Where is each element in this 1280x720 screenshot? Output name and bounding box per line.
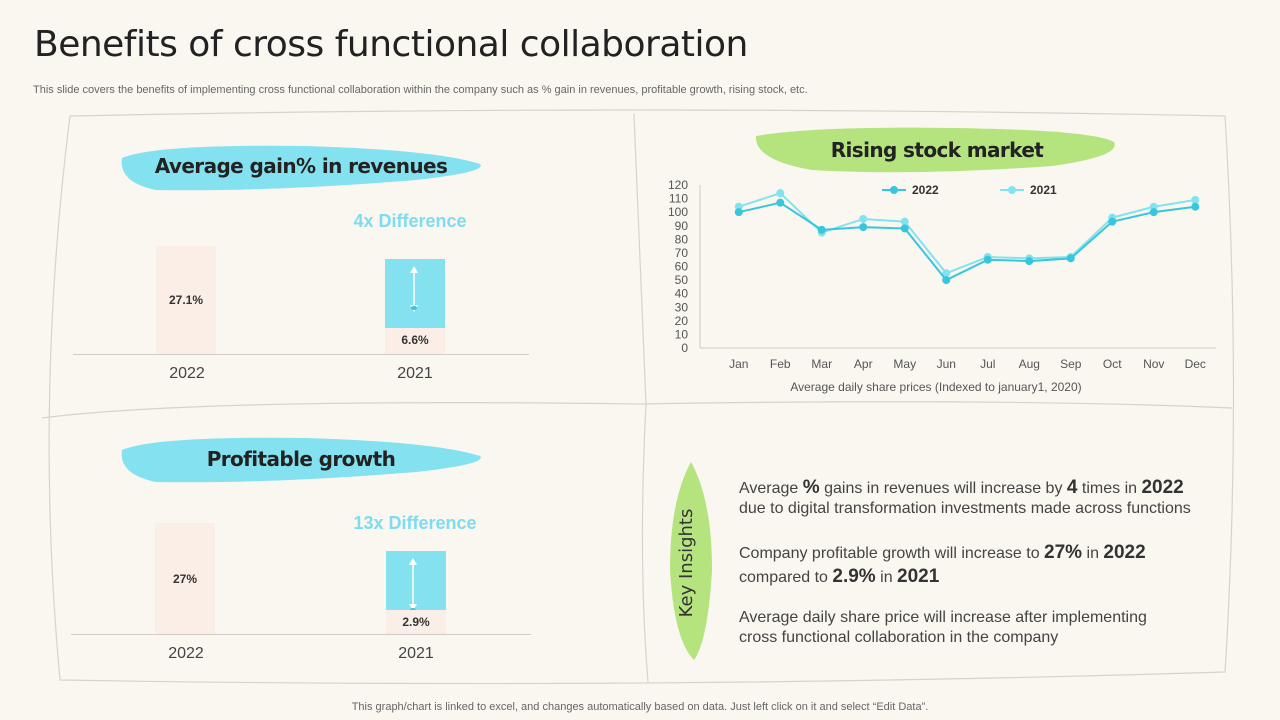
y-tick-label: 0 — [681, 341, 688, 355]
y-tick-label: 30 — [675, 300, 689, 314]
insight-text: in — [875, 569, 898, 586]
data-point-2022 — [942, 276, 951, 285]
insights-heading: Key Insights — [676, 508, 697, 618]
profit-bar-2022-value: 27% — [172, 571, 198, 586]
x-tick-label: Jan — [729, 357, 748, 371]
legend-label: 2021 — [1030, 183, 1057, 197]
data-point-2022 — [1108, 217, 1117, 226]
data-point-2021 — [1191, 195, 1200, 204]
x-tick-label: Apr — [854, 357, 873, 371]
data-point-2022 — [859, 223, 868, 232]
profit-year-2022: 2022 — [168, 645, 204, 662]
series-line-2022 — [738, 201, 1196, 282]
data-point-2022 — [1149, 208, 1158, 217]
insight-emphasis: 2022 — [1141, 477, 1184, 498]
y-tick-label: 80 — [675, 232, 689, 246]
data-point-2021 — [942, 269, 951, 278]
revenue-bar-2021 — [385, 328, 445, 354]
insight-text: compared to — [739, 569, 833, 586]
data-point-2022 — [734, 208, 743, 217]
x-tick-label: Jun — [937, 357, 956, 371]
insight-emphasis: % — [802, 477, 820, 498]
profit-heading: Profitable growth — [206, 447, 396, 471]
revenue-year-2022: 2022 — [169, 365, 205, 382]
x-tick-label: Feb — [770, 357, 791, 371]
x-tick-label: Oct — [1103, 357, 1122, 371]
series-line-2021 — [738, 192, 1196, 275]
insight-text: due to digital transformation investment… — [739, 500, 1191, 517]
data-point-2022 — [983, 255, 992, 264]
revenue-heading: Average gain% in revenues — [154, 154, 448, 178]
legend-swatch-marker — [1008, 186, 1016, 194]
data-point-2022 — [776, 198, 785, 207]
data-point-2022 — [817, 225, 826, 234]
y-tick-label: 50 — [675, 273, 689, 287]
x-tick-label: Sep — [1060, 357, 1082, 371]
insight-item-1: Average % gains in revenues will increas… — [739, 478, 1209, 519]
revenue-bar-2022 — [156, 246, 216, 354]
double-arrow-icon — [410, 266, 418, 312]
revenue-difference-box — [385, 259, 445, 328]
insight-emphasis: 4 — [1066, 477, 1078, 498]
insight-item-2: Company profitable growth will increase … — [739, 541, 1169, 589]
revenue-heading-pill — [121, 145, 481, 191]
x-tick-label: Dec — [1185, 357, 1206, 371]
insight-text: Average daily share price will increase … — [739, 609, 1147, 646]
insight-text: Average — [739, 480, 803, 497]
data-point-2022 — [900, 224, 909, 233]
insight-text: Company profitable growth will increase … — [739, 545, 1045, 562]
profit-heading-pill — [121, 437, 481, 483]
insights-leaf — [670, 462, 712, 660]
revenue-baseline — [73, 354, 529, 355]
profit-bar-2022 — [155, 523, 215, 634]
profit-bar-2021-value: 2.9% — [402, 615, 430, 629]
data-point-2021 — [859, 214, 868, 223]
y-tick-label: 110 — [669, 192, 688, 206]
page-subtitle: This slide covers the benefits of implem… — [33, 84, 808, 96]
insight-text: gains in revenues will increase by — [819, 480, 1067, 497]
data-point-2022 — [1066, 254, 1075, 263]
profit-bar-2021 — [386, 610, 446, 634]
data-point-2021 — [900, 217, 909, 226]
legend-label: 2022 — [912, 183, 939, 197]
revenue-bar-2021-value: 6.6% — [401, 333, 429, 347]
insight-emphasis: 2.9% — [832, 566, 876, 587]
stock-heading: Rising stock market — [830, 138, 1044, 162]
footer-note: This graph/chart is linked to excel, and… — [351, 701, 929, 713]
insight-emphasis: 27% — [1044, 542, 1083, 563]
y-tick-label: 60 — [675, 260, 689, 274]
data-point-2021 — [776, 189, 785, 198]
data-point-2022 — [1191, 202, 1200, 211]
revenue-bar-2022-value: 27.1% — [168, 293, 204, 307]
legend-swatch-marker — [890, 186, 898, 194]
insight-emphasis: 2022 — [1103, 542, 1146, 563]
y-tick-label: 40 — [675, 287, 689, 301]
y-tick-label: 20 — [675, 314, 689, 328]
insight-text: in — [1082, 545, 1104, 562]
x-tick-label: Mar — [811, 357, 832, 371]
profit-difference-label: 13x Difference — [353, 513, 477, 533]
x-tick-label: Aug — [1019, 357, 1040, 371]
revenue-difference-label: 4x Difference — [353, 211, 467, 231]
insight-emphasis: 2021 — [897, 566, 940, 587]
insight-item-3: Average daily share price will increase … — [739, 608, 1179, 648]
page-title: Benefits of cross functional collaborati… — [34, 24, 748, 65]
insight-text: times in — [1077, 480, 1142, 497]
data-point-2022 — [1025, 257, 1034, 266]
y-tick-label: 100 — [668, 205, 688, 219]
y-tick-label: 90 — [675, 219, 689, 233]
y-tick-label: 70 — [675, 246, 689, 260]
x-axis-label: Average daily share prices (Indexed to j… — [790, 380, 1081, 394]
profit-baseline — [71, 634, 531, 635]
x-tick-label: Jul — [980, 357, 995, 371]
stock-heading-pill — [755, 127, 1115, 173]
y-tick-label: 10 — [675, 327, 689, 341]
x-tick-label: May — [893, 357, 916, 371]
profit-year-2021: 2021 — [398, 645, 434, 662]
y-tick-label: 120 — [668, 178, 688, 192]
revenue-year-2021: 2021 — [397, 365, 433, 382]
x-tick-label: Nov — [1143, 357, 1164, 371]
